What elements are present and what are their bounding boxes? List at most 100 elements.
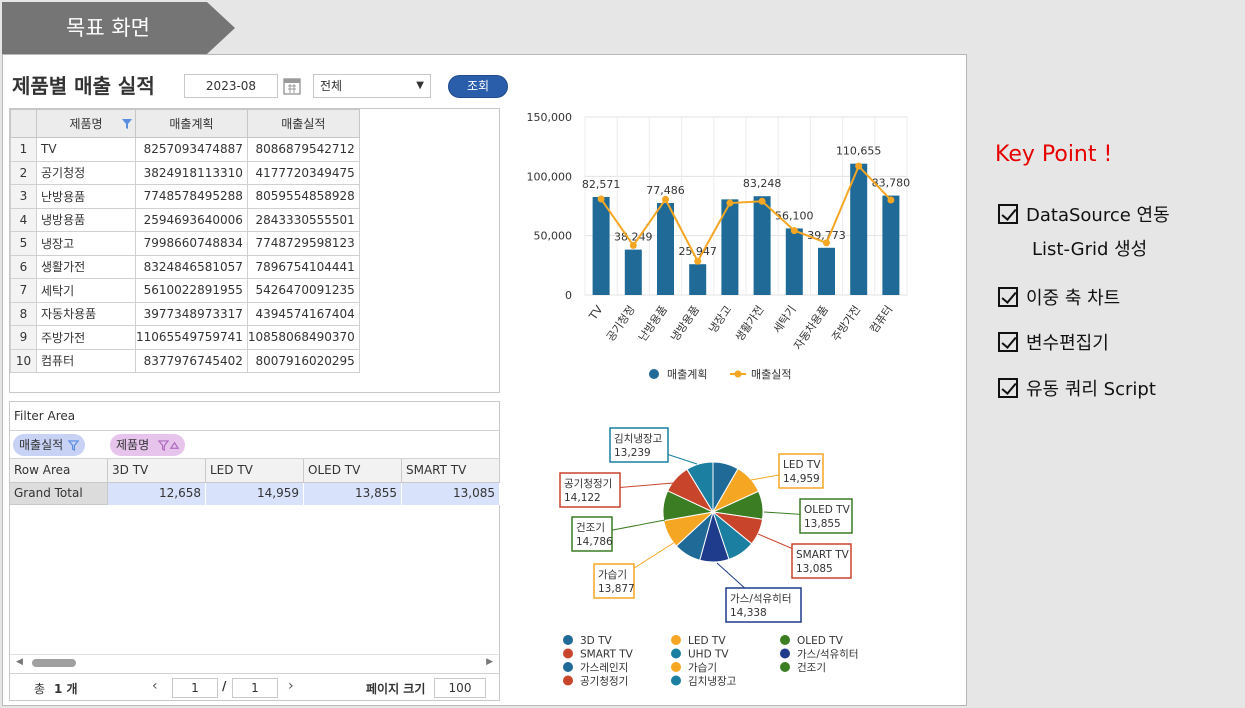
bar[interactable] bbox=[785, 228, 803, 295]
keypoint-title: Key Point ! bbox=[995, 142, 1113, 167]
chip-product-name[interactable]: 제품명 bbox=[110, 434, 185, 456]
legend-marker bbox=[734, 370, 742, 378]
page-title: 제품별 매출 실적 bbox=[12, 74, 155, 98]
line-point[interactable] bbox=[855, 162, 863, 170]
pie-slice[interactable] bbox=[686, 461, 714, 514]
legend-label: OLED TV bbox=[797, 635, 844, 647]
row-number: 7 bbox=[10, 278, 37, 303]
legend-marker bbox=[780, 662, 790, 672]
table-row[interactable]: 8 자동차용품 3977348973317 4394574167404 bbox=[10, 301, 360, 326]
page-size-input[interactable]: 100 bbox=[434, 678, 486, 698]
y-tick-label: 100,000 bbox=[527, 170, 573, 183]
grid-header-plan[interactable]: 매출계획 bbox=[135, 109, 248, 138]
month-input[interactable]: 2023-08 bbox=[184, 74, 278, 98]
callout-label: LED TV bbox=[783, 459, 821, 471]
row-number: 6 bbox=[10, 254, 37, 279]
cell-product-name: 주방가전 bbox=[36, 325, 136, 350]
prev-page-icon[interactable]: ‹ bbox=[152, 678, 158, 694]
table-row[interactable]: 1 TV 8257093474887 8086879542712 bbox=[10, 137, 360, 162]
row-number: 3 bbox=[10, 184, 37, 209]
bar[interactable] bbox=[882, 195, 900, 295]
scroll-left-icon[interactable]: ◀ bbox=[16, 657, 23, 667]
title-banner bbox=[2, 2, 207, 54]
legend-marker bbox=[671, 662, 681, 672]
data-label: 110,655 bbox=[836, 145, 882, 158]
scrollbar-thumb[interactable] bbox=[32, 659, 76, 667]
grid-header-name[interactable]: 제품명 bbox=[36, 109, 136, 138]
table-row[interactable]: 3 난방용품 7748578495288 8059554858928 bbox=[10, 184, 360, 209]
bar[interactable] bbox=[689, 264, 707, 295]
row-number: 9 bbox=[10, 325, 37, 350]
callout-label: 건조기 bbox=[576, 522, 605, 534]
callout-label: 김치냉장고 bbox=[614, 433, 663, 445]
bar[interactable] bbox=[850, 163, 868, 295]
callout-label: OLED TV bbox=[804, 504, 851, 516]
filter-icon[interactable] bbox=[68, 440, 79, 451]
cell-product-name: 냉장고 bbox=[36, 231, 136, 256]
filter-icon[interactable] bbox=[121, 118, 133, 130]
line-point[interactable] bbox=[597, 195, 605, 203]
legend-marker bbox=[671, 675, 681, 686]
line-point[interactable] bbox=[629, 241, 637, 249]
legend-marker bbox=[649, 369, 659, 379]
bar[interactable] bbox=[818, 247, 835, 295]
pivot-col-header[interactable]: OLED TV bbox=[304, 459, 402, 483]
horizontal-scrollbar[interactable]: ◀ ▶ bbox=[10, 654, 499, 672]
y-tick-label: 0 bbox=[565, 289, 572, 302]
line-point[interactable] bbox=[694, 257, 702, 265]
category-select[interactable]: 전체 ▼ bbox=[313, 74, 431, 98]
grid-header-actual[interactable]: 매출실적 bbox=[246, 109, 360, 138]
keypoint-item: 유동 쿼리 Script bbox=[998, 375, 1156, 401]
table-row[interactable]: 7 세탁기 5610022891955 5426470091235 bbox=[10, 278, 360, 303]
category-select-value: 전체 bbox=[320, 79, 343, 93]
table-row[interactable]: 9 주방가전 11065549759741 10858068490370 bbox=[10, 325, 360, 350]
row-number: 1 bbox=[10, 137, 37, 162]
table-row[interactable]: 4 냉방용품 2594693640006 2843330555501 bbox=[10, 207, 360, 232]
page-total: 1 bbox=[232, 678, 278, 698]
line-point[interactable] bbox=[823, 239, 830, 247]
scroll-right-icon[interactable]: ▶ bbox=[486, 657, 493, 667]
table-row[interactable]: 5 냉장고 7998660748834 7748729598123 bbox=[10, 231, 360, 256]
pivot-col-header[interactable]: 3D TV bbox=[108, 459, 206, 483]
query-button[interactable]: 조회 bbox=[448, 75, 508, 98]
table-row[interactable]: 2 공기청정 3824918113310 4177720349475 bbox=[10, 160, 360, 185]
filter-sort-icon[interactable] bbox=[157, 440, 181, 451]
pivot-row-area-label: Row Area bbox=[10, 459, 108, 483]
callout-box bbox=[778, 453, 824, 489]
calendar-icon[interactable] bbox=[282, 74, 302, 98]
next-page-icon[interactable]: › bbox=[288, 678, 294, 694]
legend-marker bbox=[671, 635, 681, 645]
pivot-col-header[interactable]: LED TV bbox=[206, 459, 304, 483]
page-input[interactable]: 1 bbox=[172, 678, 218, 698]
cell-plan: 7748578495288 bbox=[135, 184, 248, 209]
series-line bbox=[600, 164, 892, 264]
page-separator: / bbox=[222, 679, 227, 693]
total-count: 1 개 bbox=[54, 682, 78, 696]
bar[interactable] bbox=[624, 249, 642, 295]
bar[interactable] bbox=[592, 197, 610, 295]
pivot-value: 14,959 bbox=[206, 483, 304, 505]
pivot-chip-area: 매출실적 제품명 bbox=[10, 431, 499, 459]
cell-actual: 7748729598123 bbox=[246, 231, 360, 256]
data-label: 83,780 bbox=[872, 177, 911, 190]
table-row[interactable]: 6 생활가전 8324846581057 7896754104441 bbox=[10, 254, 360, 279]
line-point[interactable] bbox=[662, 195, 669, 203]
keypoint-item-cont: List-Grid 생성 bbox=[1032, 239, 1148, 260]
x-tick-label: 세탁기 bbox=[771, 303, 799, 335]
legend-marker bbox=[563, 675, 573, 686]
pivot-grand-total-label: Grand Total bbox=[10, 483, 108, 505]
line-point[interactable] bbox=[726, 199, 734, 207]
callout-label: 가습기 bbox=[598, 569, 627, 581]
line-point[interactable] bbox=[790, 227, 798, 235]
bar[interactable] bbox=[753, 196, 771, 295]
y-tick-label: 150,000 bbox=[527, 111, 573, 124]
bar[interactable] bbox=[721, 199, 739, 295]
legend-label: 3D TV bbox=[580, 635, 613, 647]
callout-label: 가스/석유히터 bbox=[730, 593, 792, 605]
line-point[interactable] bbox=[758, 197, 766, 205]
line-point[interactable] bbox=[887, 196, 895, 204]
table-row[interactable]: 10 컴퓨터 8377976745402 8007916020295 bbox=[10, 348, 360, 373]
pivot-col-header[interactable]: SMART TV bbox=[402, 459, 500, 483]
bar[interactable] bbox=[657, 203, 674, 295]
chip-sales-actual[interactable]: 매출실적 bbox=[13, 434, 85, 456]
